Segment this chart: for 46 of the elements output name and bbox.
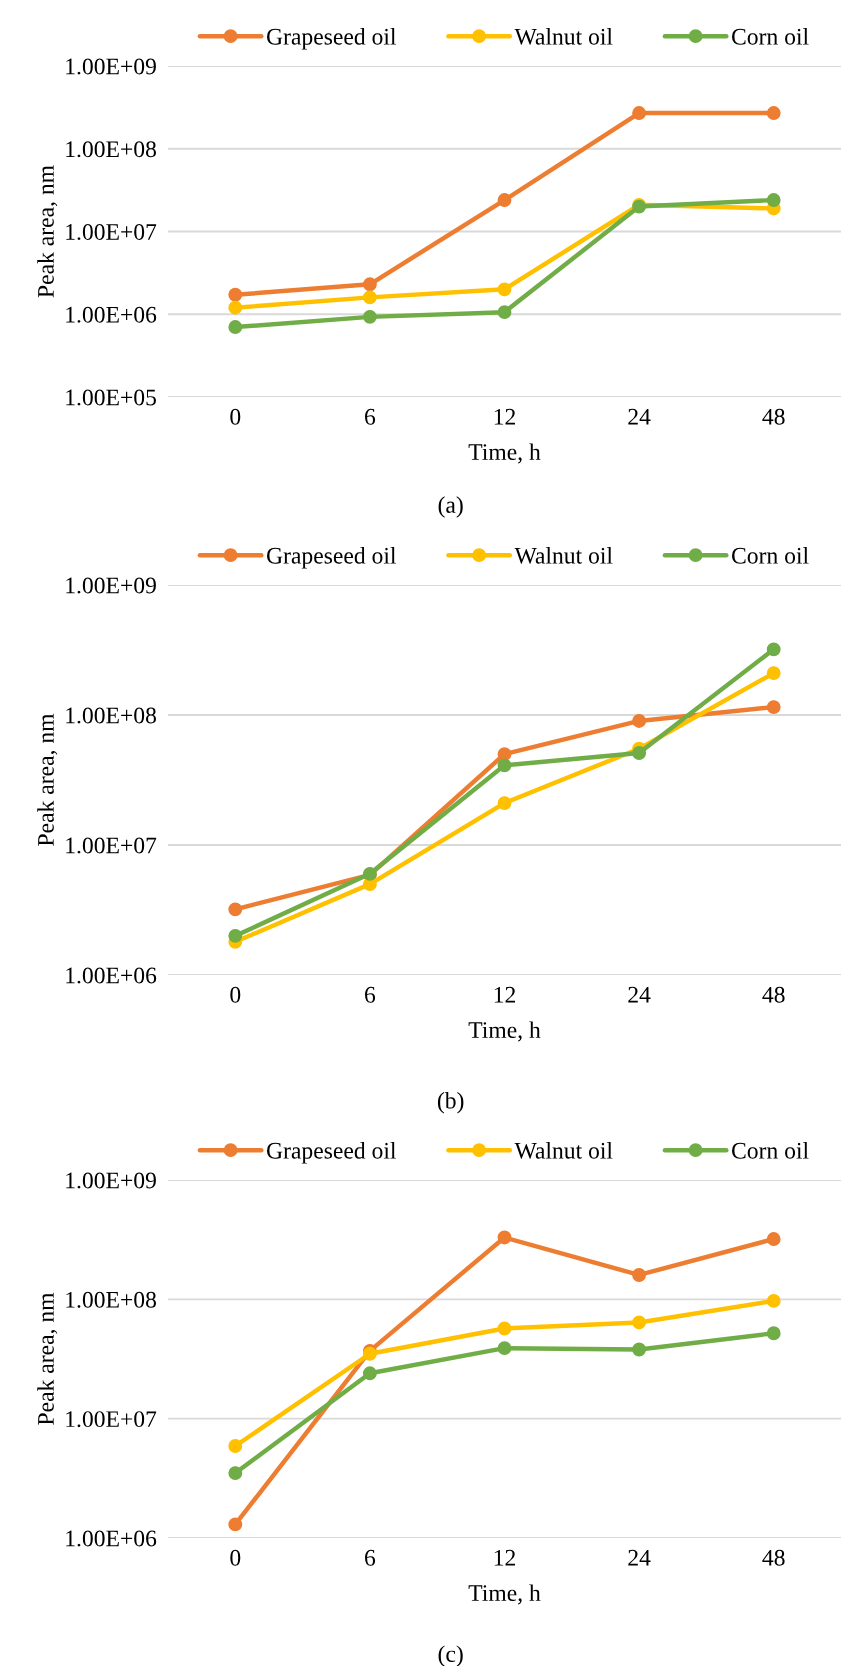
y-tick-label: 1.00E+06: [66, 967, 157, 984]
x-axis-title: Time, h: [468, 1584, 541, 1605]
y-axis-title: Peak area, nm: [37, 1292, 58, 1425]
legend-label: Grapeseed oil: [266, 28, 397, 50]
x-tick-label: 24: [628, 408, 651, 425]
x-tick-label: 0: [230, 1549, 241, 1566]
x-tick-label: 0: [230, 408, 241, 425]
text: (c): [438, 1645, 463, 1666]
y-tick-label: 1.00E+09: [66, 58, 156, 75]
y-tick-label: 1.00E+08: [66, 707, 156, 724]
y-tick-label: 1.00E+09: [66, 577, 156, 594]
x-tick-label: 48: [762, 408, 785, 425]
y-tick-label: 1.00E+06: [66, 1530, 157, 1547]
y-tick-label: 1.00E+07: [66, 837, 157, 854]
y-axis-title: Peak area, nm: [37, 713, 58, 846]
legend-label: Corn oil: [732, 28, 809, 45]
legend-label: Corn oil: [732, 547, 809, 564]
x-tick-label: 24: [628, 986, 651, 1003]
x-tick-label: 6: [365, 408, 376, 425]
legend-label: Grapeseed oil: [266, 547, 397, 569]
x-tick-label: 12: [494, 408, 515, 425]
x-tick-label: 12: [494, 986, 515, 1003]
x-tick-label: 0: [230, 986, 241, 1003]
y-tick-label: 1.00E+05: [66, 389, 156, 406]
x-axis-title: Time, h: [468, 443, 541, 464]
x-tick-label: 6: [365, 1549, 376, 1566]
legend-label: Walnut oil: [514, 1142, 613, 1159]
x-tick-label: 6: [365, 986, 376, 1003]
legend-label: Walnut oil: [514, 547, 613, 564]
y-tick-label: 1.00E+07: [66, 223, 157, 241]
y-tick-label: 1.00E+07: [66, 1411, 157, 1428]
text: (a): [438, 496, 463, 518]
y-axis-title: Peak area, nm: [37, 165, 58, 298]
y-tick-label: 1.00E+08: [66, 141, 156, 158]
x-axis-title: Time, h: [468, 1021, 541, 1042]
text: (b): [437, 1092, 464, 1114]
y-tick-label: 1.00E+09: [66, 1172, 156, 1189]
x-tick-label: 24: [628, 1549, 651, 1566]
legend-label: Walnut oil: [514, 28, 613, 45]
y-tick-label: 1.00E+08: [66, 1291, 156, 1308]
x-tick-label: 48: [762, 986, 785, 1003]
legend-label: Grapeseed oil: [266, 1142, 397, 1164]
legend-label: Corn oil: [732, 1142, 809, 1159]
x-tick-label: 48: [762, 1549, 785, 1566]
x-tick-label: 12: [494, 1549, 515, 1566]
y-tick-label: 1.00E+06: [66, 306, 157, 323]
